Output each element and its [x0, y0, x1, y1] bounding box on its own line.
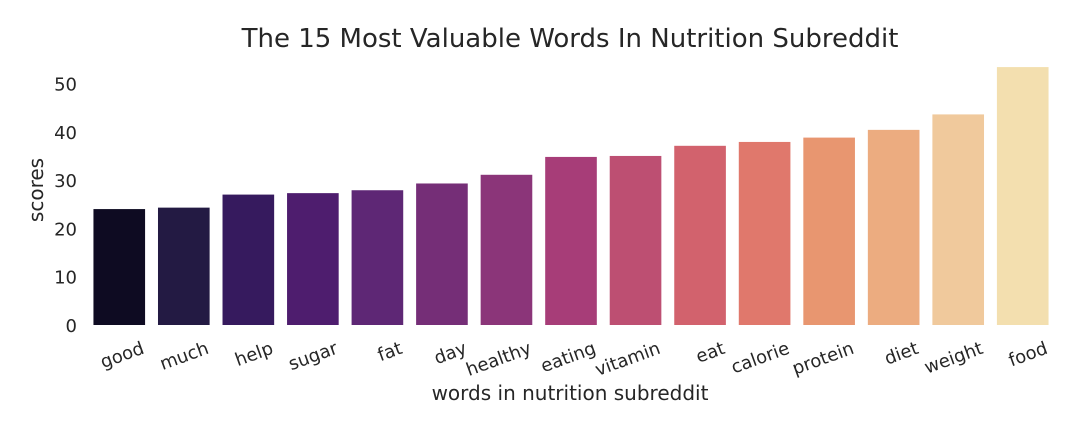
- bar-sugar: [287, 193, 339, 325]
- bar-calorie: [738, 141, 791, 325]
- bar-day: [416, 183, 468, 325]
- bar-fat: [351, 190, 404, 325]
- x-tick-label-eating: eating: [538, 338, 599, 377]
- x-tick-label-healthy: healthy: [463, 338, 534, 381]
- bars-group: [93, 67, 1049, 325]
- x-tick-label-good: good: [98, 338, 147, 373]
- x-tick-label-vitamin: vitamin: [592, 338, 663, 381]
- bar-eating: [545, 156, 597, 325]
- bar-eat: [674, 145, 726, 325]
- x-tick-label-diet: diet: [882, 338, 922, 370]
- x-tick-label-much: much: [157, 338, 211, 375]
- y-axis-ticks: 0 10 20 30 40 50: [54, 75, 77, 338]
- y-tick-label-40: 40: [54, 123, 77, 144]
- bar-diet: [867, 129, 920, 325]
- bar-vitamin: [609, 155, 662, 325]
- bar-weight: [932, 114, 985, 325]
- x-tick-label-calorie: calorie: [728, 338, 792, 378]
- y-tick-label-20: 20: [54, 219, 77, 240]
- bar-good: [93, 209, 146, 325]
- y-tick-label-0: 0: [66, 316, 77, 337]
- x-tick-label-protein: protein: [790, 338, 857, 380]
- y-tick-label-50: 50: [54, 75, 77, 96]
- x-tick-label-help: help: [232, 338, 276, 371]
- bar-food: [996, 67, 1049, 325]
- y-axis-label: scores: [24, 158, 48, 222]
- x-tick-label-weight: weight: [922, 338, 986, 378]
- y-tick-label-10: 10: [54, 268, 77, 289]
- x-tick-label-sugar: sugar: [286, 338, 341, 375]
- bar-help: [222, 194, 275, 325]
- bar-protein: [803, 137, 855, 325]
- bar-healthy: [480, 174, 533, 325]
- y-tick-label-30: 30: [54, 171, 77, 192]
- x-tick-label-fat: fat: [375, 338, 405, 366]
- x-axis-label: words in nutrition subreddit: [432, 381, 709, 405]
- chart-title: The 15 Most Valuable Words In Nutrition …: [241, 24, 899, 54]
- bar-much: [157, 207, 210, 325]
- x-tick-label-food: food: [1006, 338, 1051, 371]
- x-tick-label-eat: eat: [693, 338, 728, 368]
